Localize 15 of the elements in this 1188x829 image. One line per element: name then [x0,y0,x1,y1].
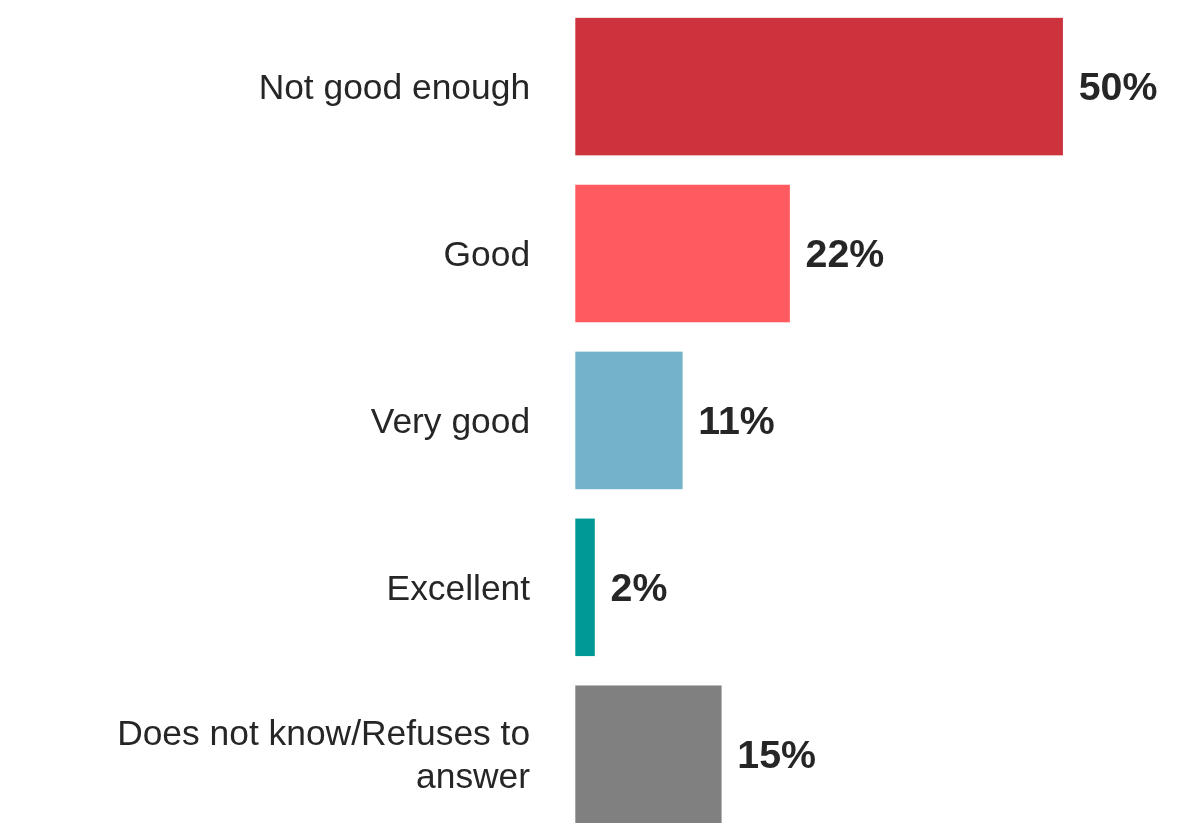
y-tick-label: Excellent [386,567,531,607]
y-tick-label: Good [443,233,531,273]
data-label: 2% [610,565,668,610]
bar [575,184,790,323]
y-tick-label: Not good enough [258,66,531,106]
bar [575,518,595,657]
y-tick-label: Very good [370,400,531,440]
data-label: 50% [1078,64,1158,109]
data-label: 22% [805,231,885,276]
y-tick-label: Does not know/Refuses to answer [117,713,531,796]
data-label: 11% [698,398,775,443]
data-label: 15% [737,732,817,776]
bar [575,17,1063,156]
bar [575,351,683,490]
bar [575,685,722,823]
